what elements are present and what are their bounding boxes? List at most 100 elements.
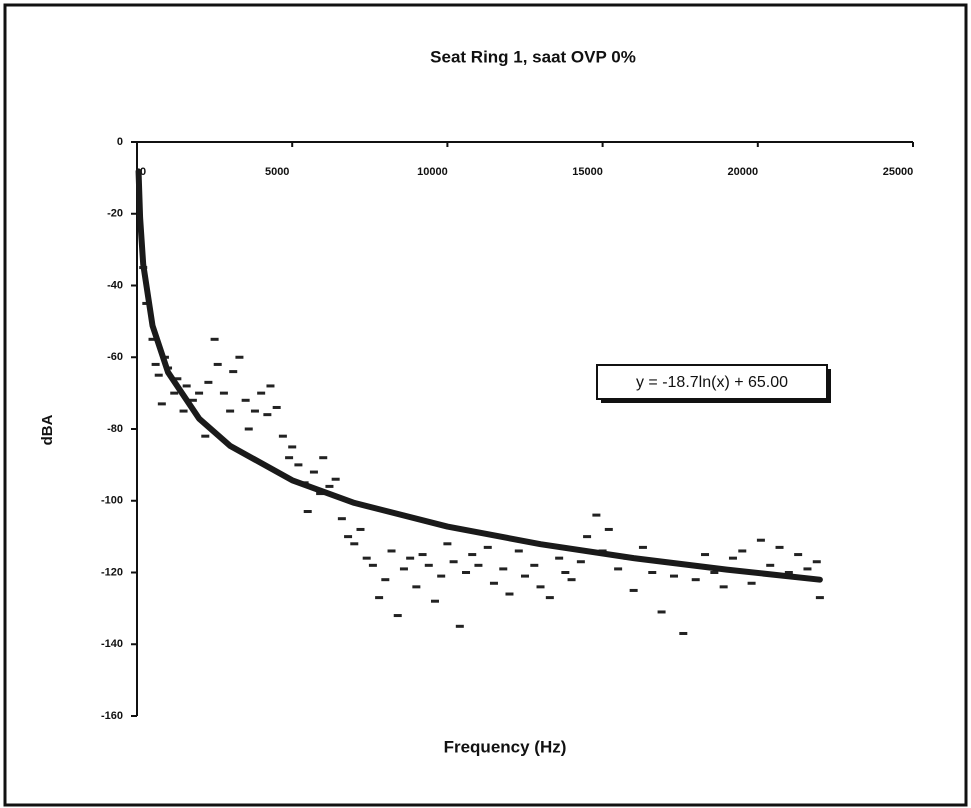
y-tick-label: -20 xyxy=(107,208,123,220)
scatter-point xyxy=(337,517,346,521)
scatter-point xyxy=(235,355,244,359)
scatter-point xyxy=(629,588,638,592)
y-tick-label: -120 xyxy=(101,566,123,578)
scatter-point xyxy=(278,434,287,438)
scatter-point xyxy=(412,585,421,589)
scatter-point xyxy=(356,527,365,531)
scatter-point xyxy=(514,549,523,553)
scatter-point xyxy=(561,571,570,574)
trendline-equation: y = -18.7ln(x) + 65.00 xyxy=(636,374,788,391)
x-tick-label: 10000 xyxy=(417,166,448,178)
scatter-point xyxy=(455,624,464,628)
scatter-point xyxy=(657,610,666,614)
scatter-point xyxy=(226,409,235,413)
scatter-point xyxy=(784,571,793,574)
scatter-point xyxy=(530,563,539,567)
scatter-point xyxy=(210,337,219,341)
scatter-point xyxy=(604,527,613,531)
scatter-point xyxy=(406,556,415,560)
scatter-point xyxy=(201,434,210,438)
scatter-point xyxy=(272,405,281,409)
scatter-point xyxy=(812,560,821,564)
scatter-point xyxy=(474,563,483,567)
scatter-point xyxy=(179,409,188,413)
scatter-point xyxy=(691,578,700,582)
scatter-point xyxy=(241,398,250,402)
y-tick-label: -160 xyxy=(101,710,123,722)
scatter-point xyxy=(151,362,160,366)
scatter-point xyxy=(555,556,564,560)
scatter-point xyxy=(449,560,458,564)
scatter-point xyxy=(803,567,812,571)
scatter-point xyxy=(204,380,213,384)
scatter-point xyxy=(170,391,179,395)
scatter-point xyxy=(679,631,688,635)
equation-box xyxy=(596,364,828,400)
scatter-point xyxy=(375,596,384,600)
x-tick-label: 15000 xyxy=(572,166,603,178)
scatter-point xyxy=(430,599,439,603)
scatter-point xyxy=(766,563,775,567)
scatter-point xyxy=(368,563,377,567)
y-tick-label: -40 xyxy=(107,279,123,291)
scatter-point xyxy=(350,542,359,546)
scatter-point xyxy=(669,574,678,578)
y-tick-label: -80 xyxy=(107,423,123,435)
scatter-point xyxy=(462,571,471,574)
scatter-point xyxy=(545,596,554,600)
scatter-point xyxy=(775,545,784,549)
scatter-point xyxy=(638,545,647,549)
scatter-point xyxy=(424,563,433,567)
scatter-point xyxy=(747,581,756,585)
scatter-point xyxy=(576,560,585,564)
trendline xyxy=(135,168,823,583)
x-tick-label: 0 xyxy=(140,166,146,178)
x-tick-label: 25000 xyxy=(883,166,914,178)
scatter-point xyxy=(188,398,197,402)
scatter-point xyxy=(195,391,204,395)
scatter-point xyxy=(263,413,272,417)
y-tick-label: -100 xyxy=(101,495,123,507)
scatter-point xyxy=(229,370,238,374)
scatter-point xyxy=(794,553,803,557)
scatter-point xyxy=(443,542,452,546)
scatter-point xyxy=(319,456,328,460)
chart-title: Seat Ring 1, saat OVP 0% xyxy=(430,47,636,66)
scatter-point xyxy=(499,567,508,571)
scatter-point xyxy=(592,513,601,517)
scatter-point xyxy=(521,574,529,578)
scatter-point xyxy=(536,585,545,589)
chart-frame xyxy=(3,3,968,807)
scatter-point xyxy=(483,545,492,549)
y-tick-label: -60 xyxy=(107,351,123,363)
scatter-point xyxy=(489,581,498,585)
scatter-point xyxy=(387,549,396,553)
scatter-point xyxy=(157,402,166,406)
scatter-point xyxy=(418,553,427,557)
scatter-point xyxy=(505,592,514,596)
scatter-point xyxy=(219,391,228,395)
scatter-point xyxy=(325,484,334,488)
scatter-point xyxy=(331,477,340,481)
scatter-point xyxy=(173,377,182,381)
x-tick-label: 5000 xyxy=(265,166,289,178)
scatter-point xyxy=(362,556,371,560)
scatter-point xyxy=(614,567,623,571)
scatter-point xyxy=(648,571,657,574)
scatter-point xyxy=(583,535,592,539)
scatter-point xyxy=(815,596,824,600)
scatter-point xyxy=(213,362,222,366)
scatter-point xyxy=(182,384,191,388)
scatter-point xyxy=(244,427,253,431)
scatter-point xyxy=(701,553,710,557)
scatter-point xyxy=(303,510,312,514)
y-axis-label: dBA xyxy=(39,414,56,445)
scatter-point xyxy=(288,445,297,449)
x-tick-label: 20000 xyxy=(728,166,759,178)
scatter-point xyxy=(437,574,446,578)
scatter-point xyxy=(250,409,259,413)
scatter-point xyxy=(266,384,275,388)
scatter-point xyxy=(148,337,157,341)
scatter-point xyxy=(393,614,402,618)
